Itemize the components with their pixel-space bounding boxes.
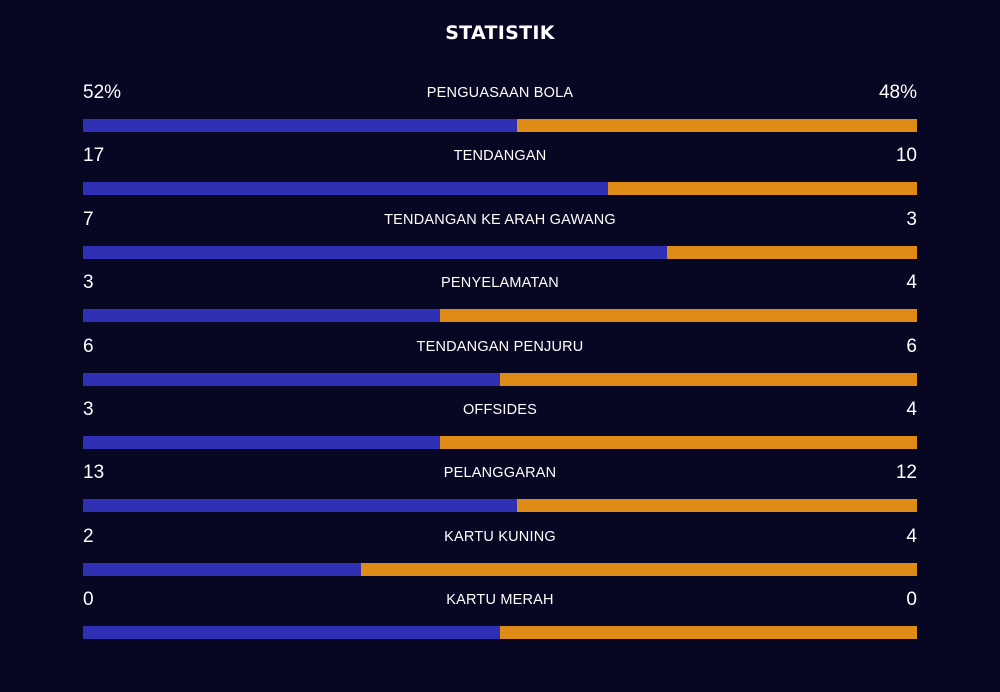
page-title: STATISTIK [445, 22, 555, 44]
stat-label: OFFSIDES [462, 401, 538, 418]
stat-label: KARTU MERAH [446, 592, 554, 609]
stat-right-value: 10 [895, 145, 917, 167]
stat-bar [83, 626, 917, 640]
stat-right-value: 4 [906, 525, 917, 547]
stat-label: PELANGGARAN [443, 465, 557, 482]
stat-bar-home-fill [83, 309, 441, 323]
stat-label: PENGUASAAN BOLA [426, 85, 574, 101]
stat-bar-home-fill [83, 435, 441, 449]
stat-right-value: 0 [906, 589, 917, 611]
stat-left-value: 7 [83, 208, 94, 230]
stat-right-value: 4 [906, 398, 917, 420]
stat-bar-away-fill [666, 245, 917, 259]
stat-left-value: 3 [83, 272, 94, 294]
stat-bar [83, 499, 917, 513]
stat-label: TENDANGAN PENJURU [416, 338, 584, 355]
stat-row-penyelamatan: 3 PENYELAMATAN 4 [83, 270, 917, 333]
stat-right-value: 12 [895, 462, 917, 484]
stat-row-tendangan-ke-arah-gawang: 7 TENDANGAN KE ARAH GAWANG 3 [83, 207, 917, 270]
stat-bar [83, 435, 917, 449]
stat-bar-away-fill [360, 562, 917, 576]
stat-bar [83, 309, 917, 323]
stat-left-value: 17 [83, 145, 105, 167]
stat-bar-away-fill [516, 119, 917, 132]
stat-right-value: 4 [906, 272, 917, 294]
stat-header: 17 TENDANGAN 10 [83, 143, 917, 171]
stat-bar-home-fill [83, 372, 500, 386]
stat-bar-home-fill [83, 245, 667, 259]
stat-bar-home-fill [83, 182, 609, 196]
stat-row-penguasaan-bola: 52% PENGUASAAN BOLA 48% [83, 80, 917, 143]
stat-row-kartu-kuning: 2 KARTU KUNING 4 [83, 524, 917, 587]
stat-label: TENDANGAN KE ARAH GAWANG [384, 211, 616, 228]
stat-header: 7 TENDANGAN KE ARAH GAWANG 3 [83, 207, 917, 235]
stat-bar [83, 372, 917, 386]
stat-right-value: 3 [906, 208, 917, 230]
stat-bar-away-fill [608, 182, 917, 196]
stat-label: TENDANGAN [453, 148, 547, 165]
stat-bar [83, 182, 917, 196]
stat-bar-away-fill [516, 499, 917, 513]
stat-bar [83, 562, 917, 576]
stat-bar-home-fill [83, 626, 500, 640]
stat-bar-home-fill [83, 562, 361, 576]
stat-header: 2 KARTU KUNING 4 [83, 524, 917, 552]
stat-header: 52% PENGUASAAN BOLA 48% [83, 80, 917, 108]
stat-bar-home-fill [83, 119, 517, 132]
stat-label: PENYELAMATAN [441, 275, 559, 292]
stat-header: 13 PELANGGARAN 12 [83, 460, 917, 488]
stat-label: KARTU KUNING [444, 528, 556, 545]
stat-bar [83, 119, 917, 132]
stats-list: 52% PENGUASAAN BOLA 48% 17 TENDANGAN 10 … [83, 80, 917, 651]
stat-left-value: 2 [83, 525, 94, 547]
stat-header: 6 TENDANGAN PENJURU 6 [83, 334, 917, 362]
stat-header: 3 OFFSIDES 4 [83, 397, 917, 425]
stat-left-value: 6 [83, 335, 94, 357]
stat-bar-away-fill [440, 309, 917, 323]
stat-bar-away-fill [440, 435, 917, 449]
stat-row-tendangan: 17 TENDANGAN 10 [83, 143, 917, 206]
stat-left-value: 0 [83, 589, 94, 611]
stat-left-value: 13 [83, 462, 105, 484]
stat-right-value: 48% [878, 82, 917, 103]
stat-bar [83, 245, 917, 259]
stat-right-value: 6 [906, 335, 917, 357]
stat-left-value: 52% [83, 82, 122, 103]
stat-left-value: 3 [83, 398, 94, 420]
stat-bar-home-fill [83, 499, 517, 513]
stat-row-pelanggaran: 13 PELANGGARAN 12 [83, 460, 917, 523]
stat-row-kartu-merah: 0 KARTU MERAH 0 [83, 587, 917, 650]
stat-header: 3 PENYELAMATAN 4 [83, 270, 917, 298]
stat-bar-away-fill [500, 372, 917, 386]
stat-header: 0 KARTU MERAH 0 [83, 587, 917, 615]
stat-row-tendangan-penjuru: 6 TENDANGAN PENJURU 6 [83, 334, 917, 397]
stat-bar-away-fill [500, 626, 917, 640]
stat-row-offsides: 3 OFFSIDES 4 [83, 397, 917, 460]
